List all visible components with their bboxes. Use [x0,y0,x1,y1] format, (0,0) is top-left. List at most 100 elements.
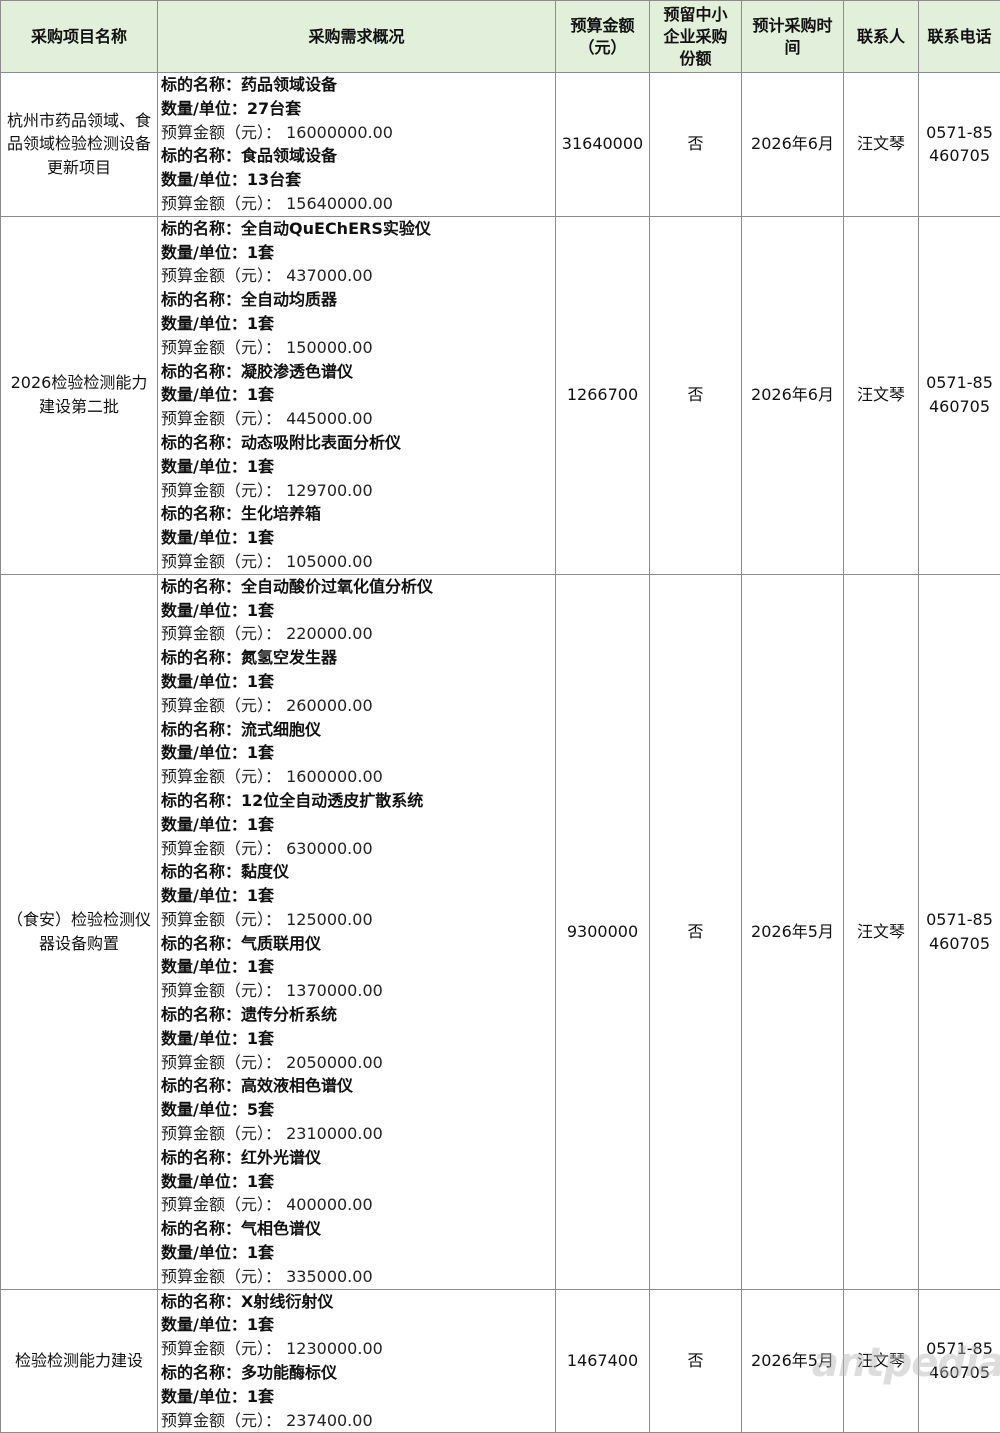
item-budget: 105000.00 [286,552,373,571]
contact-cell: 汪文琴 [844,216,919,574]
item-qty-line: 数量/单位：1套 [161,741,555,765]
item-name: 高效液相色谱仪 [241,1076,353,1095]
item-name-label: 标的名称： [161,934,241,953]
item-budget-line: 预算金额（元）： 1370000.00 [161,979,555,1003]
item-qty: 1套 [247,1172,274,1191]
item-name-label: 标的名称： [161,791,241,810]
item-qty-label: 数量/单位： [161,314,247,333]
item-budget-label: 预算金额（元）： [161,624,286,643]
item-qty: 1套 [247,1387,274,1406]
item-qty: 1套 [247,957,274,976]
item-budget: 260000.00 [286,696,373,715]
project-name-cell: 杭州市药品领域、食品领域检验检测设备更新项目 [1,73,158,217]
item-qty: 1套 [247,601,274,620]
item-name-label: 标的名称： [161,290,241,309]
item-qty: 1套 [247,457,274,476]
item-qty-label: 数量/单位： [161,1172,247,1191]
item-qty-label: 数量/单位： [161,957,247,976]
item-name-line: 标的名称：生化培养箱 [161,502,555,526]
project-name-cell: （食安）检验检测仪器设备购置 [1,574,158,1289]
item-qty-line: 数量/单位：1套 [161,1385,555,1409]
header-desc: 采购需求概况 [158,1,556,73]
item-qty-label: 数量/单位： [161,1029,247,1048]
item-name-label: 标的名称： [161,433,241,452]
item-qty-label: 数量/单位： [161,457,247,476]
item-qty-label: 数量/单位： [161,1243,247,1262]
contact-cell: 汪文琴 [844,73,919,217]
sme-share-cell: 否 [650,574,742,1289]
item-qty-line: 数量/单位：1套 [161,312,555,336]
item-name: 多功能酶标仪 [241,1363,337,1382]
header-budget: 预算金额（元） [556,1,650,73]
item-name-line: 标的名称：多功能酶标仪 [161,1361,555,1385]
item-qty-line: 数量/单位：1套 [161,1313,555,1337]
item-budget: 400000.00 [286,1195,373,1214]
item-name-line: 标的名称：遗传分析系统 [161,1003,555,1027]
item-qty: 1套 [247,886,274,905]
item-budget-line: 预算金额（元）： 260000.00 [161,694,555,718]
item-budget: 445000.00 [286,409,373,428]
item-name: X射线衍射仪 [241,1292,333,1311]
item-name-label: 标的名称： [161,1148,241,1167]
item-name: 动态吸附比表面分析仪 [241,433,401,452]
item-qty: 27台套 [247,99,301,118]
item-budget-label: 预算金额（元）： [161,481,286,500]
item-budget-line: 预算金额（元）： 150000.00 [161,336,555,360]
table-row: （食安）检验检测仪器设备购置标的名称：全自动酸价过氧化值分析仪数量/单位：1套预… [1,574,1000,1289]
item-name: 氮氢空发生器 [241,648,337,667]
item-budget-line: 预算金额（元）： 129700.00 [161,479,555,503]
item-name-label: 标的名称： [161,862,241,881]
item-qty: 1套 [247,815,274,834]
item-budget: 15640000.00 [286,194,393,213]
item-budget-label: 预算金额（元）： [161,409,286,428]
item-qty-line: 数量/单位：13台套 [161,168,555,192]
item-name-line: 标的名称：药品领域设备 [161,73,555,97]
item-name-line: 标的名称：黏度仪 [161,860,555,884]
table-row: 杭州市药品领域、食品领域检验检测设备更新项目标的名称：药品领域设备数量/单位：2… [1,73,1000,217]
item-name-line: 标的名称：氮氢空发生器 [161,646,555,670]
contact-cell: 汪文琴 [844,574,919,1289]
item-budget-line: 预算金额（元）： 15640000.00 [161,192,555,216]
item-budget: 16000000.00 [286,123,393,142]
item-qty-line: 数量/单位：1套 [161,1027,555,1051]
item-name: 凝胶渗透色谱仪 [241,362,353,381]
item-name-line: 标的名称：X射线衍射仪 [161,1290,555,1314]
item-name-line: 标的名称：食品领域设备 [161,144,555,168]
item-qty-label: 数量/单位： [161,99,247,118]
item-name: 全自动酸价过氧化值分析仪 [241,577,433,596]
item-qty-line: 数量/单位：1套 [161,813,555,837]
item-budget-line: 预算金额（元）： 125000.00 [161,908,555,932]
phone-cell: 0571-85460705 [919,73,1000,217]
requirement-cell: 标的名称：全自动QuEChERS实验仪数量/单位：1套预算金额（元）： 4370… [158,216,556,574]
item-budget: 1600000.00 [286,767,383,786]
item-qty-label: 数量/单位： [161,743,247,762]
item-name-label: 标的名称： [161,146,241,165]
header-project: 采购项目名称 [1,1,158,73]
item-name-line: 标的名称：流式细胞仪 [161,718,555,742]
item-qty-line: 数量/单位：1套 [161,241,555,265]
item-budget-line: 预算金额（元）： 445000.00 [161,407,555,431]
item-name-line: 标的名称：高效液相色谱仪 [161,1074,555,1098]
item-budget-label: 预算金额（元）： [161,1267,286,1286]
item-qty-line: 数量/单位：27台套 [161,97,555,121]
item-budget-label: 预算金额（元）： [161,1053,286,1072]
item-name-label: 标的名称： [161,1292,241,1311]
item-budget-line: 预算金额（元）： 105000.00 [161,550,555,574]
item-qty-line: 数量/单位：1套 [161,526,555,550]
budget-cell: 9300000 [556,574,650,1289]
header-row: 采购项目名称 采购需求概况 预算金额（元） 预留中小企业采购份额 预计采购时间 … [1,1,1000,73]
item-name: 生化培养箱 [241,504,321,523]
procurement-time-cell: 2026年5月 [742,1289,844,1433]
header-phone: 联系电话 [919,1,1000,73]
header-time: 预计采购时间 [742,1,844,73]
item-budget: 150000.00 [286,338,373,357]
item-budget: 335000.00 [286,1267,373,1286]
item-name: 遗传分析系统 [241,1005,337,1024]
budget-cell: 1467400 [556,1289,650,1433]
item-name-line: 标的名称：全自动酸价过氧化值分析仪 [161,575,555,599]
item-name-label: 标的名称： [161,1219,241,1238]
item-name: 流式细胞仪 [241,720,321,739]
item-name-line: 标的名称：气相色谱仪 [161,1217,555,1241]
item-qty-label: 数量/单位： [161,886,247,905]
item-name-label: 标的名称： [161,648,241,667]
